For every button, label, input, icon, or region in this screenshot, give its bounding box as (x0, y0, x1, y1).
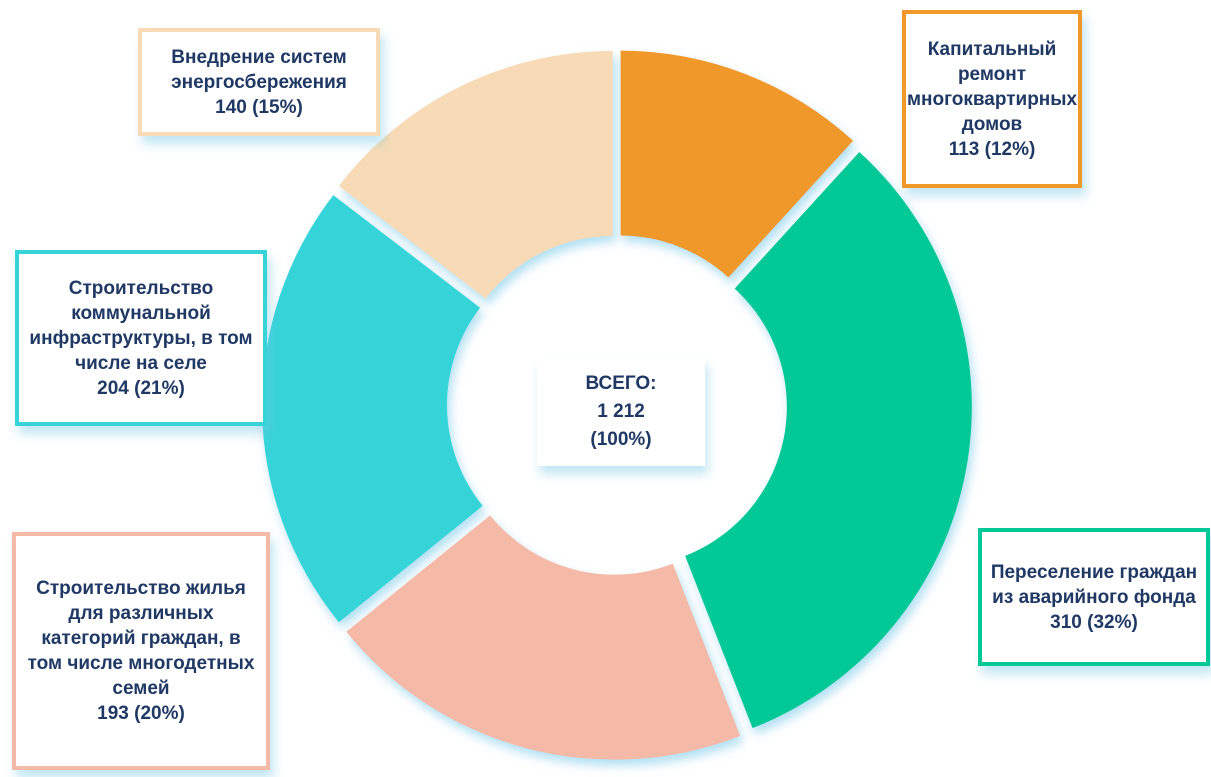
label-box: Строительство жилья для различных катего… (12, 532, 270, 770)
label-box: Переселение граждан из аварийного фонда 3… (978, 528, 1210, 666)
category-label: Капитальный ремонт многоквартирных домов (906, 38, 1078, 135)
label-box: Капитальный ремонт многоквартирных домов… (902, 10, 1082, 188)
center-label: ВСЕГО: 1 212 (100%) (537, 358, 705, 466)
value-label: 310 (32%) (1050, 611, 1138, 633)
wedge (620, 50, 854, 278)
label-box: Строительство коммунальной инфраструктур… (15, 250, 267, 426)
value-label: 113 (12%) (948, 138, 1036, 160)
category-label: Строительство жилья для различных катего… (27, 578, 255, 699)
category-label: Строительство коммунальной инфраструктур… (29, 277, 253, 374)
label-box: Внедрение систем энергосбережения 140 (15… (138, 28, 380, 136)
donut (262, 50, 972, 760)
center-line: 1 212 (597, 401, 645, 422)
value-label: 193 (20%) (97, 703, 185, 724)
center-line: (100%) (590, 429, 652, 450)
value-label: 204 (21%) (97, 377, 185, 399)
wedge (685, 151, 972, 729)
wedge (346, 515, 741, 760)
wedge (338, 51, 613, 299)
category-label: Внедрение систем энергосбережения (171, 46, 347, 93)
category-label: Переселение граждан из аварийного фонда (990, 561, 1198, 608)
value-label: 140 (15%) (215, 96, 303, 118)
center-line: ВСЕГО: (585, 373, 657, 394)
wedge (262, 195, 483, 623)
